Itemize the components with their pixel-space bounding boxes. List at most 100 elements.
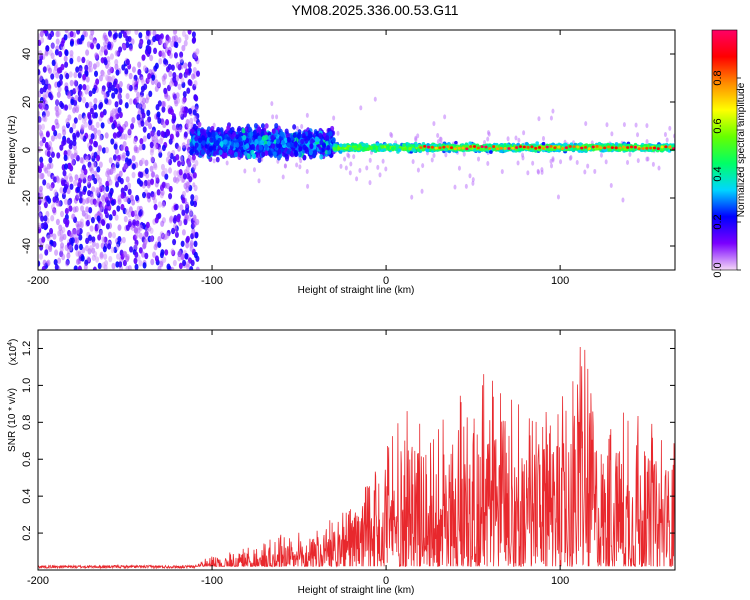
heatmap-cell <box>103 208 108 215</box>
heatmap-cell <box>298 146 303 152</box>
heatmap-cell <box>38 74 43 81</box>
heatmap-cell <box>78 220 83 228</box>
heatmap-cell <box>191 31 196 38</box>
heatmap-cell <box>152 251 157 258</box>
heatmap-cell <box>96 154 101 162</box>
heatmap-cell <box>80 124 85 131</box>
heatmap-cell <box>326 144 331 151</box>
heatmap-cell <box>551 156 555 162</box>
heatmap-cell <box>172 76 177 83</box>
heatmap-cell <box>118 170 123 178</box>
heatmap-cell <box>181 30 186 37</box>
heatmap-cell <box>303 135 308 141</box>
heatmap-cell <box>514 135 518 141</box>
heatmap-cell <box>111 122 116 130</box>
heatmap-cell <box>63 55 68 62</box>
heatmap-cell <box>100 57 105 64</box>
heatmap-cell <box>74 205 79 213</box>
heatmap-cell <box>91 112 96 119</box>
heatmap-cell <box>634 122 638 128</box>
heatmap-cell <box>358 167 362 173</box>
heatmap-cell <box>305 112 309 118</box>
heatmap-cell <box>308 149 313 155</box>
heatmap-cell <box>189 211 194 218</box>
heatmap-cell <box>59 187 64 194</box>
heatmap-cell <box>101 186 106 193</box>
heatmap-cell <box>80 205 85 212</box>
heatmap-cell <box>38 124 42 131</box>
heatmap-cell <box>55 122 60 129</box>
heatmap-cell <box>106 200 111 207</box>
heatmap-cell <box>89 225 94 232</box>
heatmap-cell <box>174 41 179 49</box>
heatmap-cell <box>180 253 185 261</box>
heatmap-cell <box>185 260 190 268</box>
heatmap-cell <box>135 194 140 202</box>
heatmap-cell <box>194 142 199 148</box>
heatmap-cell <box>78 234 83 241</box>
heatmap-cell <box>77 95 82 103</box>
heatmap-cell <box>293 141 298 148</box>
heatmap-cell <box>39 130 44 137</box>
heatmap-cell <box>365 165 369 171</box>
heatmap-cell <box>156 189 161 196</box>
heatmap-cell <box>127 211 132 218</box>
heatmap-cell <box>357 143 362 148</box>
heatmap-cell <box>241 127 246 134</box>
heatmap-cell <box>69 127 74 134</box>
heatmap-cell <box>160 50 165 57</box>
heatmap-cell <box>183 40 188 47</box>
heatmap-cell <box>101 262 106 269</box>
heatmap-cell <box>96 197 101 204</box>
heatmap-cell <box>443 114 447 120</box>
heatmap-cell <box>114 174 119 182</box>
heatmap-cell <box>133 227 138 234</box>
heatmap-cell <box>143 83 148 90</box>
heatmap-cell <box>85 84 90 92</box>
heatmap-cell <box>110 199 115 206</box>
heatmap-cell <box>177 254 182 262</box>
heatmap-cell <box>64 49 69 57</box>
heatmap-cell <box>125 224 130 231</box>
heatmap-cell <box>457 165 461 171</box>
heatmap-cell <box>61 253 66 261</box>
heatmap-cell <box>151 74 156 81</box>
heatmap-cell <box>217 145 222 151</box>
heatmap-cell <box>375 142 380 146</box>
heatmap-cell <box>577 149 582 153</box>
heatmap-cell <box>166 129 171 137</box>
heatmap-cell <box>194 135 199 142</box>
heatmap-cell <box>105 185 110 192</box>
heatmap-cell <box>380 145 385 149</box>
heatmap-cell <box>159 260 164 268</box>
heatmap-cell <box>111 164 116 171</box>
heatmap-cell <box>376 164 380 170</box>
heatmap-cell <box>64 30 69 34</box>
heatmap-cell <box>175 62 180 69</box>
heatmap-cell <box>149 130 154 138</box>
heatmap-cell <box>184 213 189 221</box>
heatmap-cell <box>295 125 299 131</box>
heatmap-cell <box>85 206 90 213</box>
heatmap-cell <box>411 147 416 152</box>
heatmap-cell <box>99 49 104 56</box>
heatmap-cell <box>78 67 83 74</box>
heatmap-cell <box>165 156 170 163</box>
heatmap-cell <box>102 245 107 253</box>
heatmap-cell <box>472 148 477 152</box>
heatmap-cell <box>97 144 102 152</box>
heatmap-cell <box>257 157 262 163</box>
heatmap-cell <box>60 179 65 187</box>
heatmap-cell <box>92 161 97 168</box>
heatmap-cell <box>60 210 65 218</box>
heatmap-cell <box>154 174 159 181</box>
heatmap-cell <box>116 253 121 260</box>
heatmap-cell <box>104 132 109 139</box>
heatmap-cell <box>50 135 55 142</box>
heatmap-cell <box>43 201 48 209</box>
heatmap-cell <box>141 112 146 119</box>
heatmap-cell <box>41 265 46 270</box>
heatmap-cell <box>296 133 301 139</box>
heatmap-cell <box>85 197 90 205</box>
heatmap-cell <box>165 119 170 126</box>
